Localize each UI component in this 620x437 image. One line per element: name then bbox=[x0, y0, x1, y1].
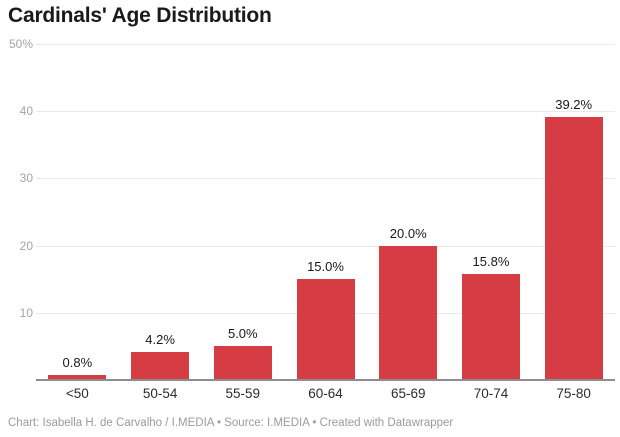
gridline bbox=[36, 111, 615, 113]
bar-<50 bbox=[48, 374, 107, 380]
bar-column: 15.8% bbox=[450, 44, 533, 380]
bar-50-54 bbox=[131, 351, 190, 380]
bar-column: 0.8% bbox=[36, 44, 119, 380]
chart-footer: Chart: Isabella H. de Carvalho / I.MEDIA… bbox=[8, 417, 454, 429]
chart-title: Cardinals' Age Distribution bbox=[8, 4, 272, 27]
x-tick-label: 60-64 bbox=[308, 386, 343, 401]
gridline bbox=[36, 44, 615, 45]
x-tick-label: 55-59 bbox=[225, 386, 261, 401]
y-tick-label: 30 bbox=[19, 171, 33, 186]
x-tick-label: <50 bbox=[65, 386, 89, 401]
gridline bbox=[36, 245, 615, 247]
bar-column: 20.0% bbox=[367, 44, 450, 380]
bar-value-label: 20.0% bbox=[389, 225, 427, 241]
bar-70-74 bbox=[461, 273, 520, 380]
x-tick-label: 65-69 bbox=[390, 386, 426, 401]
bar-value-label: 5.0% bbox=[227, 326, 258, 342]
y-axis-labels: 50% 40 30 20 10 bbox=[0, 37, 33, 380]
bar-value-label: 4.2% bbox=[145, 331, 175, 347]
bar-60-64 bbox=[296, 279, 355, 380]
bar-column: 4.2% bbox=[119, 44, 202, 380]
x-tick-label: 75-80 bbox=[556, 386, 591, 401]
x-axis-labels: <50 50-54 55-59 60-64 65-69 70-74 75-80 bbox=[36, 386, 615, 401]
bar-75-80 bbox=[544, 116, 603, 380]
bar-value-label: 15.0% bbox=[307, 259, 344, 275]
bar-value-label: 39.2% bbox=[555, 96, 593, 112]
bar-65-69 bbox=[379, 245, 438, 380]
x-axis-baseline bbox=[36, 379, 615, 381]
y-tick-label: 50% bbox=[8, 37, 33, 51]
x-tick-label: 70-74 bbox=[473, 386, 509, 401]
bar-column: 39.2% bbox=[532, 44, 615, 380]
bar-value-label: 0.8% bbox=[62, 354, 93, 370]
bar-column: 5.0% bbox=[201, 44, 284, 380]
bars: 0.8% 4.2% 5.0% 15.0% 20.0% 15.8% 39.2% bbox=[36, 44, 615, 380]
bar-55-59 bbox=[213, 346, 272, 380]
bar-column: 15.0% bbox=[284, 44, 367, 380]
y-tick-label: 10 bbox=[19, 305, 33, 320]
y-tick-label: 20 bbox=[19, 238, 33, 253]
y-tick-label: 40 bbox=[19, 104, 33, 119]
x-tick-label: 50-54 bbox=[142, 386, 178, 401]
bar-value-label: 15.8% bbox=[472, 253, 510, 269]
gridline bbox=[36, 178, 615, 180]
